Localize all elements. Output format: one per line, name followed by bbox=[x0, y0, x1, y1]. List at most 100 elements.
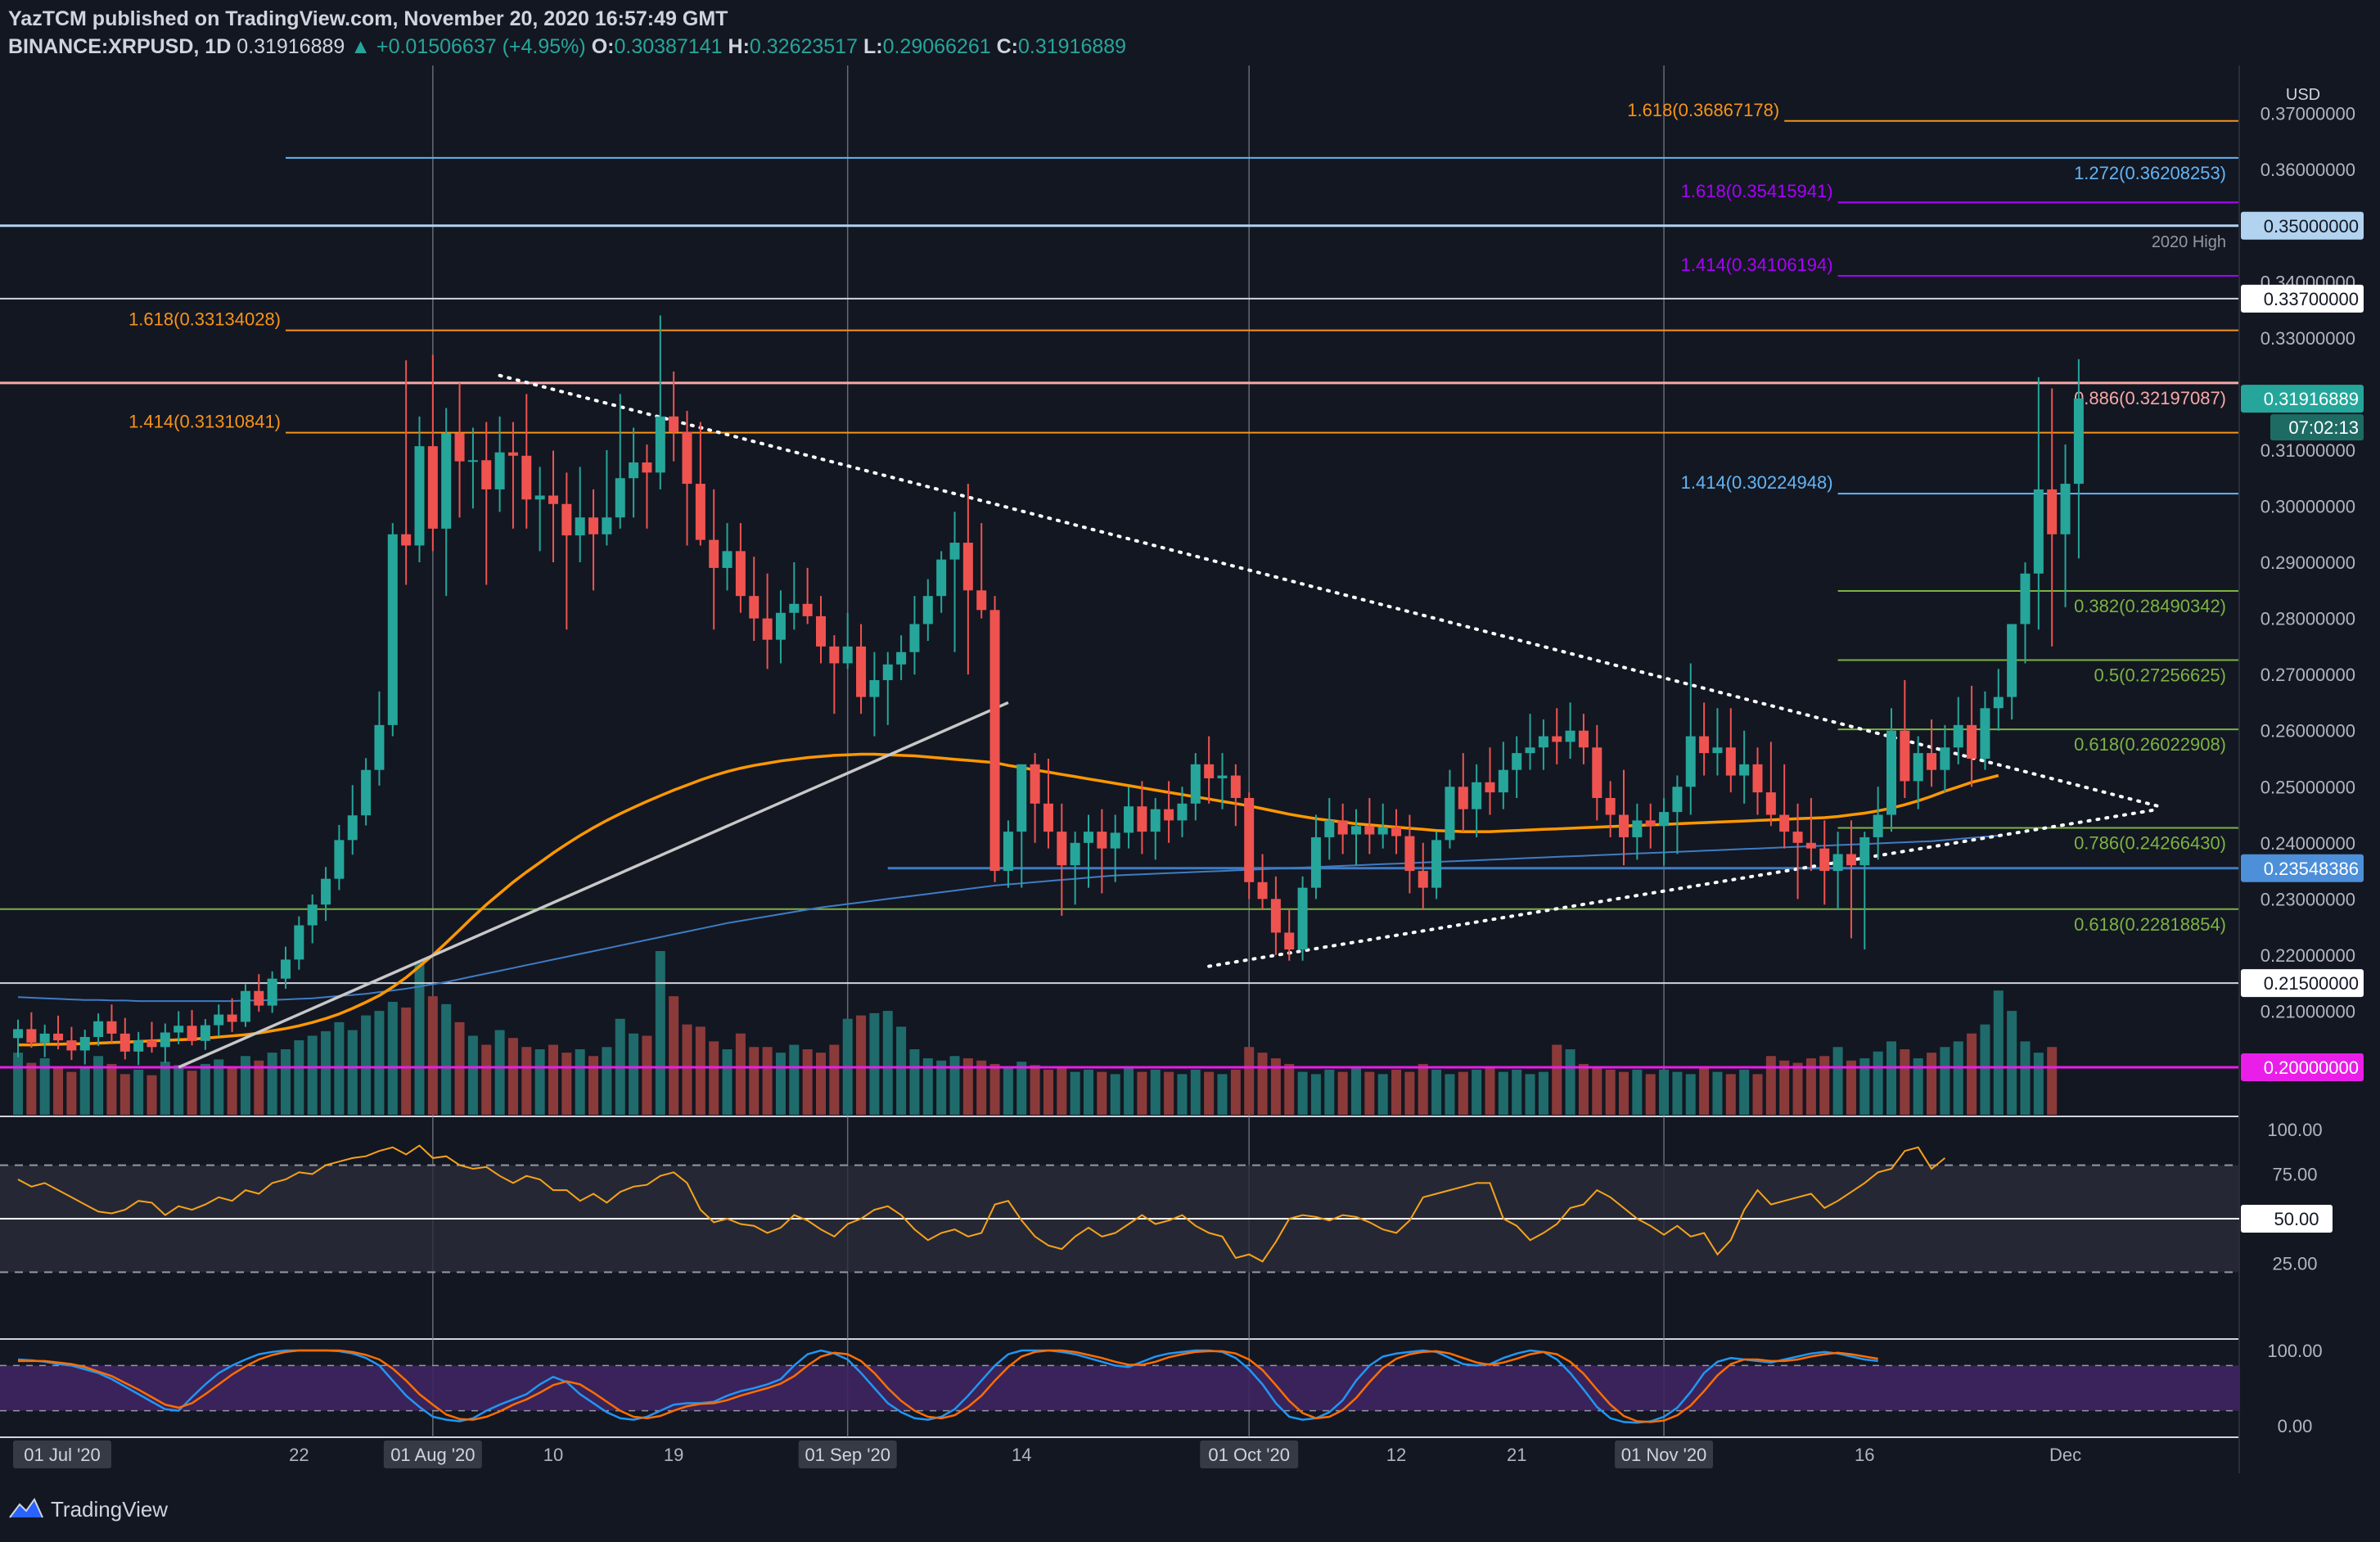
candle-body bbox=[856, 646, 867, 697]
volume-bar bbox=[1084, 1069, 1093, 1115]
volume-bar bbox=[722, 1049, 732, 1115]
volume-bar bbox=[1485, 1067, 1495, 1115]
candle-body bbox=[1859, 836, 1870, 866]
candle-body bbox=[160, 1032, 170, 1048]
candle-body bbox=[1458, 787, 1468, 809]
fib-level-label: 1.272(0.36208253) bbox=[2074, 163, 2226, 183]
candle-body bbox=[922, 596, 933, 624]
volume-bar bbox=[1739, 1069, 1750, 1115]
stoch-band bbox=[0, 1365, 2239, 1411]
candle-body bbox=[1645, 820, 1656, 827]
candle-body bbox=[507, 452, 518, 456]
rsi-axis-tick: 25.00 bbox=[2272, 1254, 2317, 1274]
candle-body bbox=[1084, 832, 1093, 843]
candle-body bbox=[1498, 769, 1508, 793]
volume-bar bbox=[1525, 1074, 1535, 1115]
publish-info: YazTCM published on TradingView.com, Nov… bbox=[8, 7, 728, 30]
candle-body bbox=[1137, 806, 1147, 832]
candle-body bbox=[321, 878, 331, 905]
volume-bar bbox=[187, 1071, 197, 1115]
volume-bar bbox=[66, 1071, 77, 1115]
price-badge bbox=[2241, 284, 2364, 313]
candle-body bbox=[882, 664, 893, 681]
volume-bar bbox=[1097, 1071, 1107, 1115]
bar-close-countdown: 07:02:13 bbox=[2288, 417, 2359, 438]
candle-body bbox=[1431, 840, 1442, 888]
price-badge-value: 0.35000000 bbox=[2264, 216, 2359, 237]
volume-bar bbox=[989, 1063, 1000, 1115]
volume-bar bbox=[548, 1044, 558, 1115]
candle-body bbox=[1190, 764, 1201, 804]
volume-bar bbox=[93, 1056, 104, 1115]
time-axis-label: 01 Sep '20 bbox=[805, 1445, 890, 1465]
volume-bar bbox=[1578, 1063, 1589, 1115]
fib-level-label: 0.382(0.28490342) bbox=[2074, 596, 2226, 616]
price-axis-tick: 0.26000000 bbox=[2261, 721, 2355, 742]
price-change: +0.01506637 (+4.95%) bbox=[376, 35, 586, 58]
volume-bar bbox=[1846, 1060, 1856, 1115]
volume-bar bbox=[1110, 1074, 1120, 1115]
volume-bar bbox=[1016, 1062, 1027, 1115]
close-value: 0.31916889 bbox=[1018, 35, 1127, 58]
candle-body bbox=[1873, 814, 1883, 837]
volume-bar bbox=[1672, 1071, 1683, 1115]
countdown-badge bbox=[2270, 414, 2364, 441]
price-axis-currency: USD bbox=[2286, 86, 2320, 104]
ma-50-line bbox=[18, 752, 1999, 1047]
candle-body bbox=[119, 1033, 130, 1052]
volume-bar bbox=[1498, 1071, 1508, 1115]
price-badge bbox=[2241, 211, 2364, 240]
candle-body bbox=[200, 1025, 210, 1041]
volume-bar bbox=[1565, 1049, 1575, 1115]
volume-bar bbox=[1940, 1047, 1950, 1115]
fib-level-label: 1.618(0.36867178) bbox=[1627, 100, 1779, 120]
candle-body bbox=[2073, 398, 2084, 485]
candle-body bbox=[361, 769, 372, 816]
fib-level-label: 0.786(0.24266430) bbox=[2074, 833, 2226, 854]
candle-body bbox=[2033, 489, 2044, 574]
candle-body bbox=[1244, 797, 1255, 882]
symbol-ticker[interactable]: BINANCE:XRPUSD, 1D bbox=[8, 35, 232, 58]
volume-bar bbox=[655, 951, 665, 1115]
volume-bar bbox=[1431, 1069, 1442, 1115]
volume-bar bbox=[1057, 1067, 1067, 1115]
volume-bar bbox=[695, 1026, 705, 1115]
volume-bar bbox=[2033, 1053, 2044, 1115]
volume-bar bbox=[1832, 1047, 1843, 1115]
candle-body bbox=[214, 1014, 224, 1026]
candle-body bbox=[1672, 787, 1683, 813]
candle-body bbox=[1284, 932, 1295, 950]
price-badge bbox=[2241, 854, 2364, 882]
candle-body bbox=[682, 432, 692, 485]
up-arrow-icon: ▲ bbox=[350, 35, 372, 58]
volume-bar bbox=[1725, 1074, 1736, 1115]
rsi-axis-tick: 75.00 bbox=[2272, 1165, 2317, 1185]
tradingview-logo[interactable]: TradingView bbox=[8, 1496, 168, 1522]
fib-level-label: 0.618(0.22818854) bbox=[2074, 914, 2226, 935]
volume-bar bbox=[762, 1047, 773, 1115]
candle-body bbox=[1538, 736, 1548, 748]
volume-bar bbox=[467, 1035, 478, 1115]
candle-body bbox=[936, 559, 947, 597]
candle-body bbox=[1725, 747, 1736, 776]
candle-body bbox=[1993, 697, 2004, 709]
stoch-d-line bbox=[18, 1349, 1878, 1423]
volume-bar bbox=[1070, 1071, 1080, 1115]
volume-bar bbox=[521, 1047, 532, 1115]
time-axis-label: 01 Jul '20 bbox=[24, 1445, 101, 1465]
candle-body bbox=[1819, 848, 1830, 872]
time-axis-badge bbox=[798, 1441, 897, 1468]
candle-body bbox=[534, 495, 545, 500]
candle-body bbox=[1619, 814, 1629, 837]
candle-body bbox=[1150, 809, 1161, 832]
price-axis-tick: 0.22000000 bbox=[2261, 945, 2355, 966]
rsi-axis-tick: 100.00 bbox=[2267, 1120, 2322, 1140]
time-axis-label: 10 bbox=[543, 1445, 563, 1465]
fib-level-label: 1.618(0.33134028) bbox=[128, 309, 281, 330]
price-axis-tick: 0.36000000 bbox=[2261, 160, 2355, 180]
volume-bar bbox=[1030, 1065, 1040, 1115]
price-badge-value: 0.23548386 bbox=[2264, 859, 2359, 879]
open-label: O: bbox=[591, 35, 615, 58]
time-axis-label: 14 bbox=[1012, 1445, 1031, 1465]
